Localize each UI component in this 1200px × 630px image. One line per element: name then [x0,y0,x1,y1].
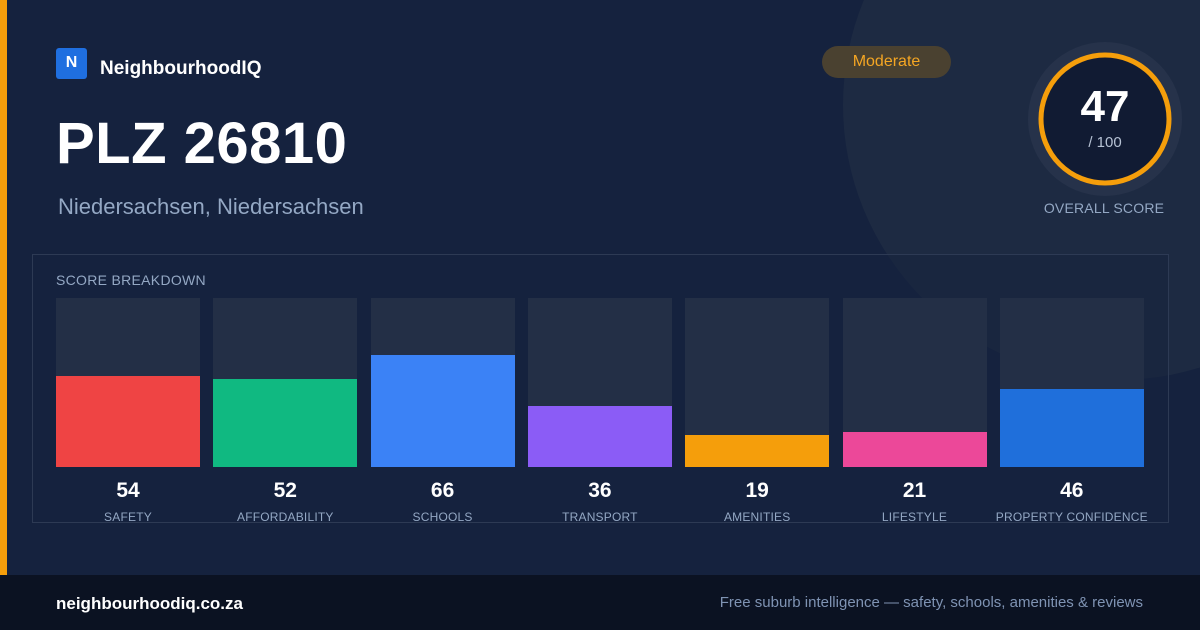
bar-track [56,298,200,467]
score-breakdown-panel: SCORE BREAKDOWN 54 SAFETY 52 AFFORDABILITY 6… [32,254,1169,524]
bar-value: 46 [1060,479,1084,502]
overall-score-value: 47 [1080,82,1130,131]
bar-fill [213,379,358,467]
bar-track [999,298,1144,467]
bar-fill [999,389,1144,467]
page-title: PLZ 26810 [56,111,348,176]
bar-fill [370,355,515,467]
bar-track [685,298,830,467]
footer: neighbourhoodiq.co.za Free suburb intell… [0,575,1200,630]
score-ring-graphic [1028,42,1182,196]
bar-fill [56,376,200,467]
share-card: N NeighbourhoodIQ Moderate PLZ 26810 Nie… [0,0,1182,575]
bar-label: SCHOOLS [412,510,473,524]
brand-logo-icon: N [56,47,87,79]
bar-value: 36 [588,479,612,502]
bar-value: 52 [273,479,297,502]
overall-score-ring: 47 / 100 [1028,42,1182,196]
brand-name: NeighbourhoodIQ [100,58,262,79]
bar-label: AFFORDABILITY [236,510,334,524]
bar-value: 19 [745,479,769,502]
accent-bar [0,0,7,575]
bar-fill [685,435,830,467]
bar-label: SAFETY [104,510,152,524]
bar-value: 66 [430,479,455,502]
bar-track [842,298,987,467]
bar-track [527,298,672,467]
breakdown-title: SCORE BREAKDOWN [56,272,206,288]
bar-label: TRANSPORT [562,510,638,524]
brand[interactable]: N NeighbourhoodIQ [56,46,261,80]
bar-label: AMENITIES [723,510,791,524]
rating-badge: Moderate [822,46,951,78]
bar-value: 21 [902,479,927,502]
bar-fill [527,406,672,467]
location-subtitle: Niedersachsen, Niedersachsen [58,194,364,219]
overall-score-label: OVERALL SCORE [1043,200,1165,216]
bar-value: 54 [116,479,140,502]
bar-track [370,298,515,467]
bar-fill [842,432,987,467]
bar-track [213,298,358,467]
footer-domain-link[interactable]: neighbourhoodiq.co.za [56,594,243,613]
footer-tagline: Free suburb intelligence — safety, schoo… [719,594,1143,611]
bar-label: LIFESTYLE [881,510,948,524]
bar-label: PROPERTY CONFIDENCE [995,510,1148,524]
overall-score-max: / 100 [1088,134,1122,151]
